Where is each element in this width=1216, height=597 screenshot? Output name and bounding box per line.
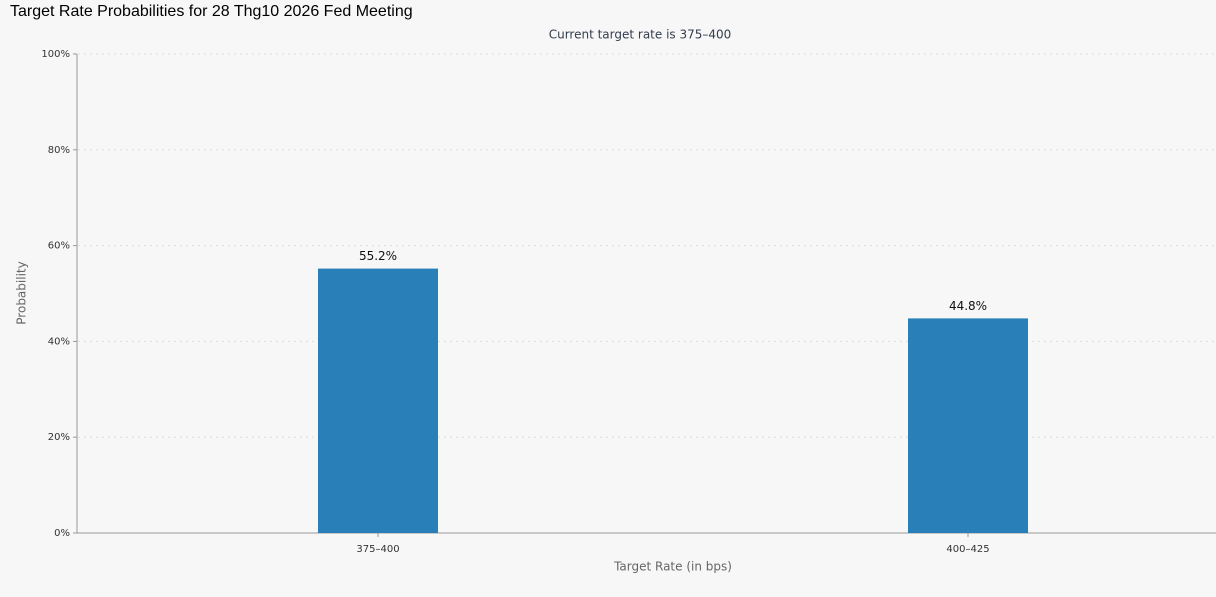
- bar: [318, 268, 438, 533]
- y-tick-label: 60%: [48, 241, 70, 252]
- chart-title: Target Rate Probabilities for 28 Thg10 2…: [10, 3, 413, 20]
- bar: [908, 318, 1028, 533]
- value-label: 55.2%: [359, 249, 397, 263]
- y-tick-label: 0%: [54, 528, 70, 539]
- y-tick-label: 100%: [41, 49, 70, 60]
- y-tick-label: 20%: [48, 432, 70, 443]
- y-tick-label: 80%: [48, 145, 70, 156]
- chart-subtitle: Current target rate is 375–400: [549, 28, 732, 42]
- y-axis-title: Probability: [15, 261, 29, 324]
- value-label: 44.8%: [949, 299, 987, 313]
- x-tick-label: 375–400: [356, 544, 399, 555]
- x-axis-title: Target Rate (in bps): [613, 560, 732, 574]
- x-tick-label: 400–425: [946, 544, 989, 555]
- y-tick-label: 40%: [48, 336, 70, 347]
